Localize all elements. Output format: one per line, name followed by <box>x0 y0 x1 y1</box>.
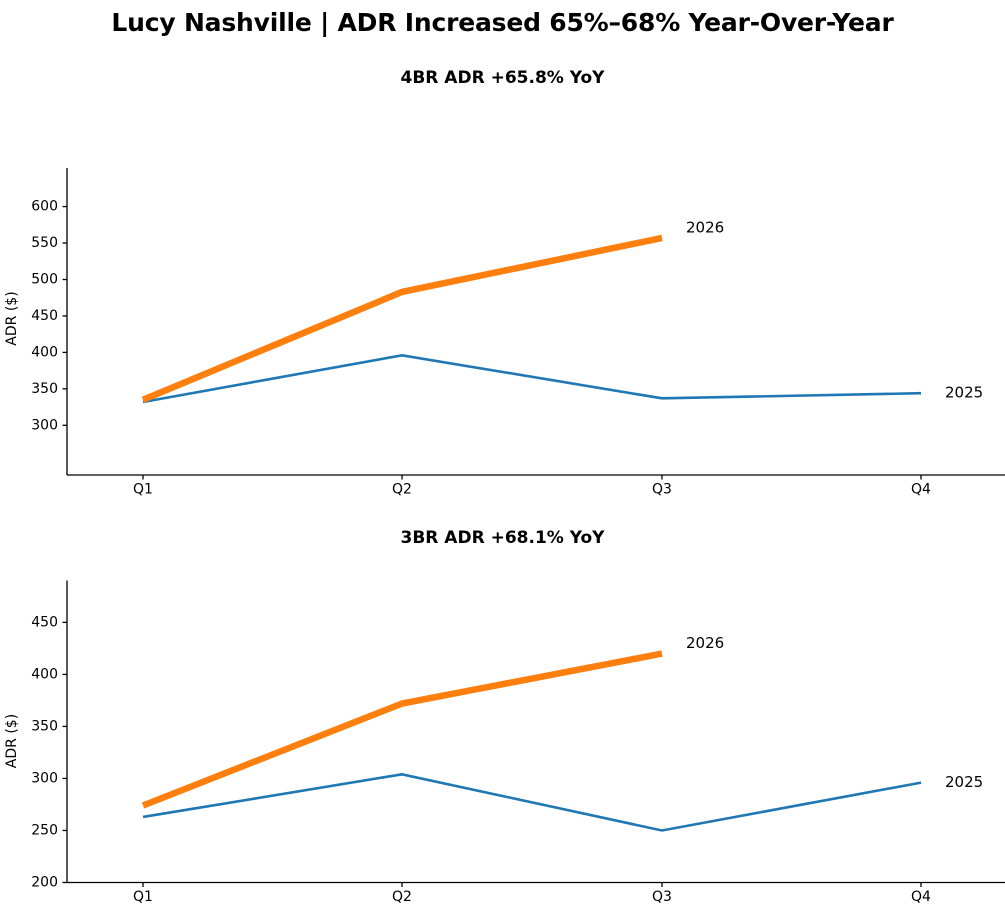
y-tick-label: 400 <box>31 344 58 360</box>
series-end-label-2026-4br: 2026 <box>686 218 724 236</box>
chart-panel-3br: 3BR ADR +68.1% YoY 200 250 300 350 400 450 Q1… <box>0 520 1005 913</box>
series-line-2025-4br <box>142 354 922 404</box>
series-line-2026-4br <box>141 234 663 403</box>
y-tick-label: 550 <box>31 235 58 251</box>
series-end-label-2025-4br: 2025 <box>945 384 983 402</box>
series-line-2025-3br <box>142 772 922 832</box>
chart-plot-area-4br: 300 350 400 450 500 550 600 Q1 Q2 Q3 Q4 ADR ($) 2… <box>4 168 1005 498</box>
x-tick-label: Q1 <box>133 482 153 498</box>
y-tick-label: 600 <box>31 199 58 215</box>
y-tick-label: 400 <box>31 666 58 682</box>
y-tick-label: 300 <box>31 417 58 433</box>
y-axis-ticks-4br: 300 350 400 450 500 550 600 <box>31 199 67 433</box>
x-tick-label: Q2 <box>392 482 412 498</box>
y-tick-label: 450 <box>31 614 58 630</box>
x-axis-ticks-4br: Q1 Q2 Q3 Q4 <box>133 475 931 498</box>
figure-suptitle: Lucy Nashville | ADR Increased 65%–68% Y… <box>111 8 894 37</box>
x-tick-label: Q3 <box>652 482 672 498</box>
chart-title-4br: 4BR ADR +65.8% YoY <box>400 68 605 88</box>
y-axis-label-3br: ADR ($) <box>4 714 20 768</box>
y-tick-label: 250 <box>31 822 58 838</box>
series-end-label-2025-3br: 2025 <box>945 773 983 791</box>
series-line-2026-3br <box>141 650 663 809</box>
y-tick-label: 500 <box>31 271 58 287</box>
x-tick-label: Q1 <box>133 889 153 905</box>
x-tick-label: Q2 <box>392 889 412 905</box>
y-tick-label: 350 <box>31 381 58 397</box>
y-tick-label: 450 <box>31 308 58 324</box>
chart-plot-area-3br: 200 250 300 350 400 450 Q1 Q2 Q3 Q4 ADR ($) 2026… <box>4 580 1005 905</box>
series-end-label-2026-3br: 2026 <box>686 634 724 652</box>
y-axis-ticks-3br: 200 250 300 350 400 450 <box>31 614 67 891</box>
y-tick-label: 300 <box>31 770 58 786</box>
x-tick-label: Q4 <box>911 889 931 905</box>
x-axis-ticks-3br: Q1 Q2 Q3 Q4 <box>133 882 931 905</box>
chart-title-3br: 3BR ADR +68.1% YoY <box>400 528 605 548</box>
chart-panel-4br: 4BR ADR +65.8% YoY 300 350 400 450 500 550 600… <box>0 60 1005 498</box>
y-tick-label: 200 <box>31 875 58 891</box>
y-axis-label-4br: ADR ($) <box>4 291 20 345</box>
x-tick-label: Q3 <box>652 889 672 905</box>
x-tick-label: Q4 <box>911 482 931 498</box>
y-tick-label: 350 <box>31 718 58 734</box>
